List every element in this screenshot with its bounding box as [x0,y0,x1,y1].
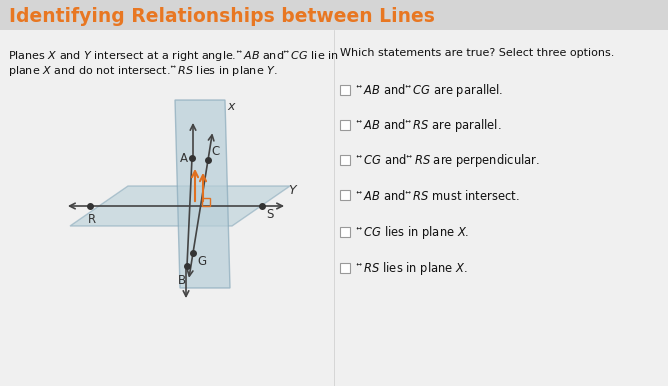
Polygon shape [70,186,290,226]
Text: $\overleftrightarrow{AB}$ and $\overleftrightarrow{CG}$ are parallel.: $\overleftrightarrow{AB}$ and $\overleft… [356,82,503,99]
FancyBboxPatch shape [340,155,350,165]
Polygon shape [175,100,230,288]
FancyBboxPatch shape [0,0,668,30]
FancyBboxPatch shape [340,85,350,95]
Text: A: A [180,151,188,164]
FancyBboxPatch shape [340,263,350,273]
FancyBboxPatch shape [340,190,350,200]
Text: $\overleftrightarrow{CG}$ lies in plane $X$.: $\overleftrightarrow{CG}$ lies in plane … [356,224,470,241]
Text: $\overleftrightarrow{RS}$ lies in plane $X$.: $\overleftrightarrow{RS}$ lies in plane … [356,260,468,277]
Text: S: S [266,208,273,221]
Text: $x$: $x$ [227,100,237,113]
Text: G: G [197,255,206,268]
FancyBboxPatch shape [340,227,350,237]
FancyBboxPatch shape [340,120,350,130]
Text: plane $X$ and do not intersect. $\overleftrightarrow{RS}$ lies in plane $Y$.: plane $X$ and do not intersect. $\overle… [8,63,278,78]
Text: Which statements are true? Select three options.: Which statements are true? Select three … [340,48,615,58]
Text: R: R [88,213,96,226]
FancyBboxPatch shape [0,30,668,386]
Text: Identifying Relationships between Lines: Identifying Relationships between Lines [9,7,435,27]
Text: $\overleftrightarrow{AB}$ and $\overleftrightarrow{RS}$ must intersect.: $\overleftrightarrow{AB}$ and $\overleft… [356,188,520,203]
Text: B: B [178,274,186,287]
Text: $\overleftrightarrow{AB}$ and $\overleftrightarrow{RS}$ are parallel.: $\overleftrightarrow{AB}$ and $\overleft… [356,117,502,134]
Text: $\overleftrightarrow{CG}$ and $\overleftrightarrow{RS}$ are perpendicular.: $\overleftrightarrow{CG}$ and $\overleft… [356,152,540,169]
Text: C: C [211,145,219,158]
Text: Planes $X$ and $Y$ intersect at a right angle. $\overleftrightarrow{AB}$ and $\o: Planes $X$ and $Y$ intersect at a right … [8,48,339,63]
Text: $\mathit{Y}$: $\mathit{Y}$ [288,184,299,197]
